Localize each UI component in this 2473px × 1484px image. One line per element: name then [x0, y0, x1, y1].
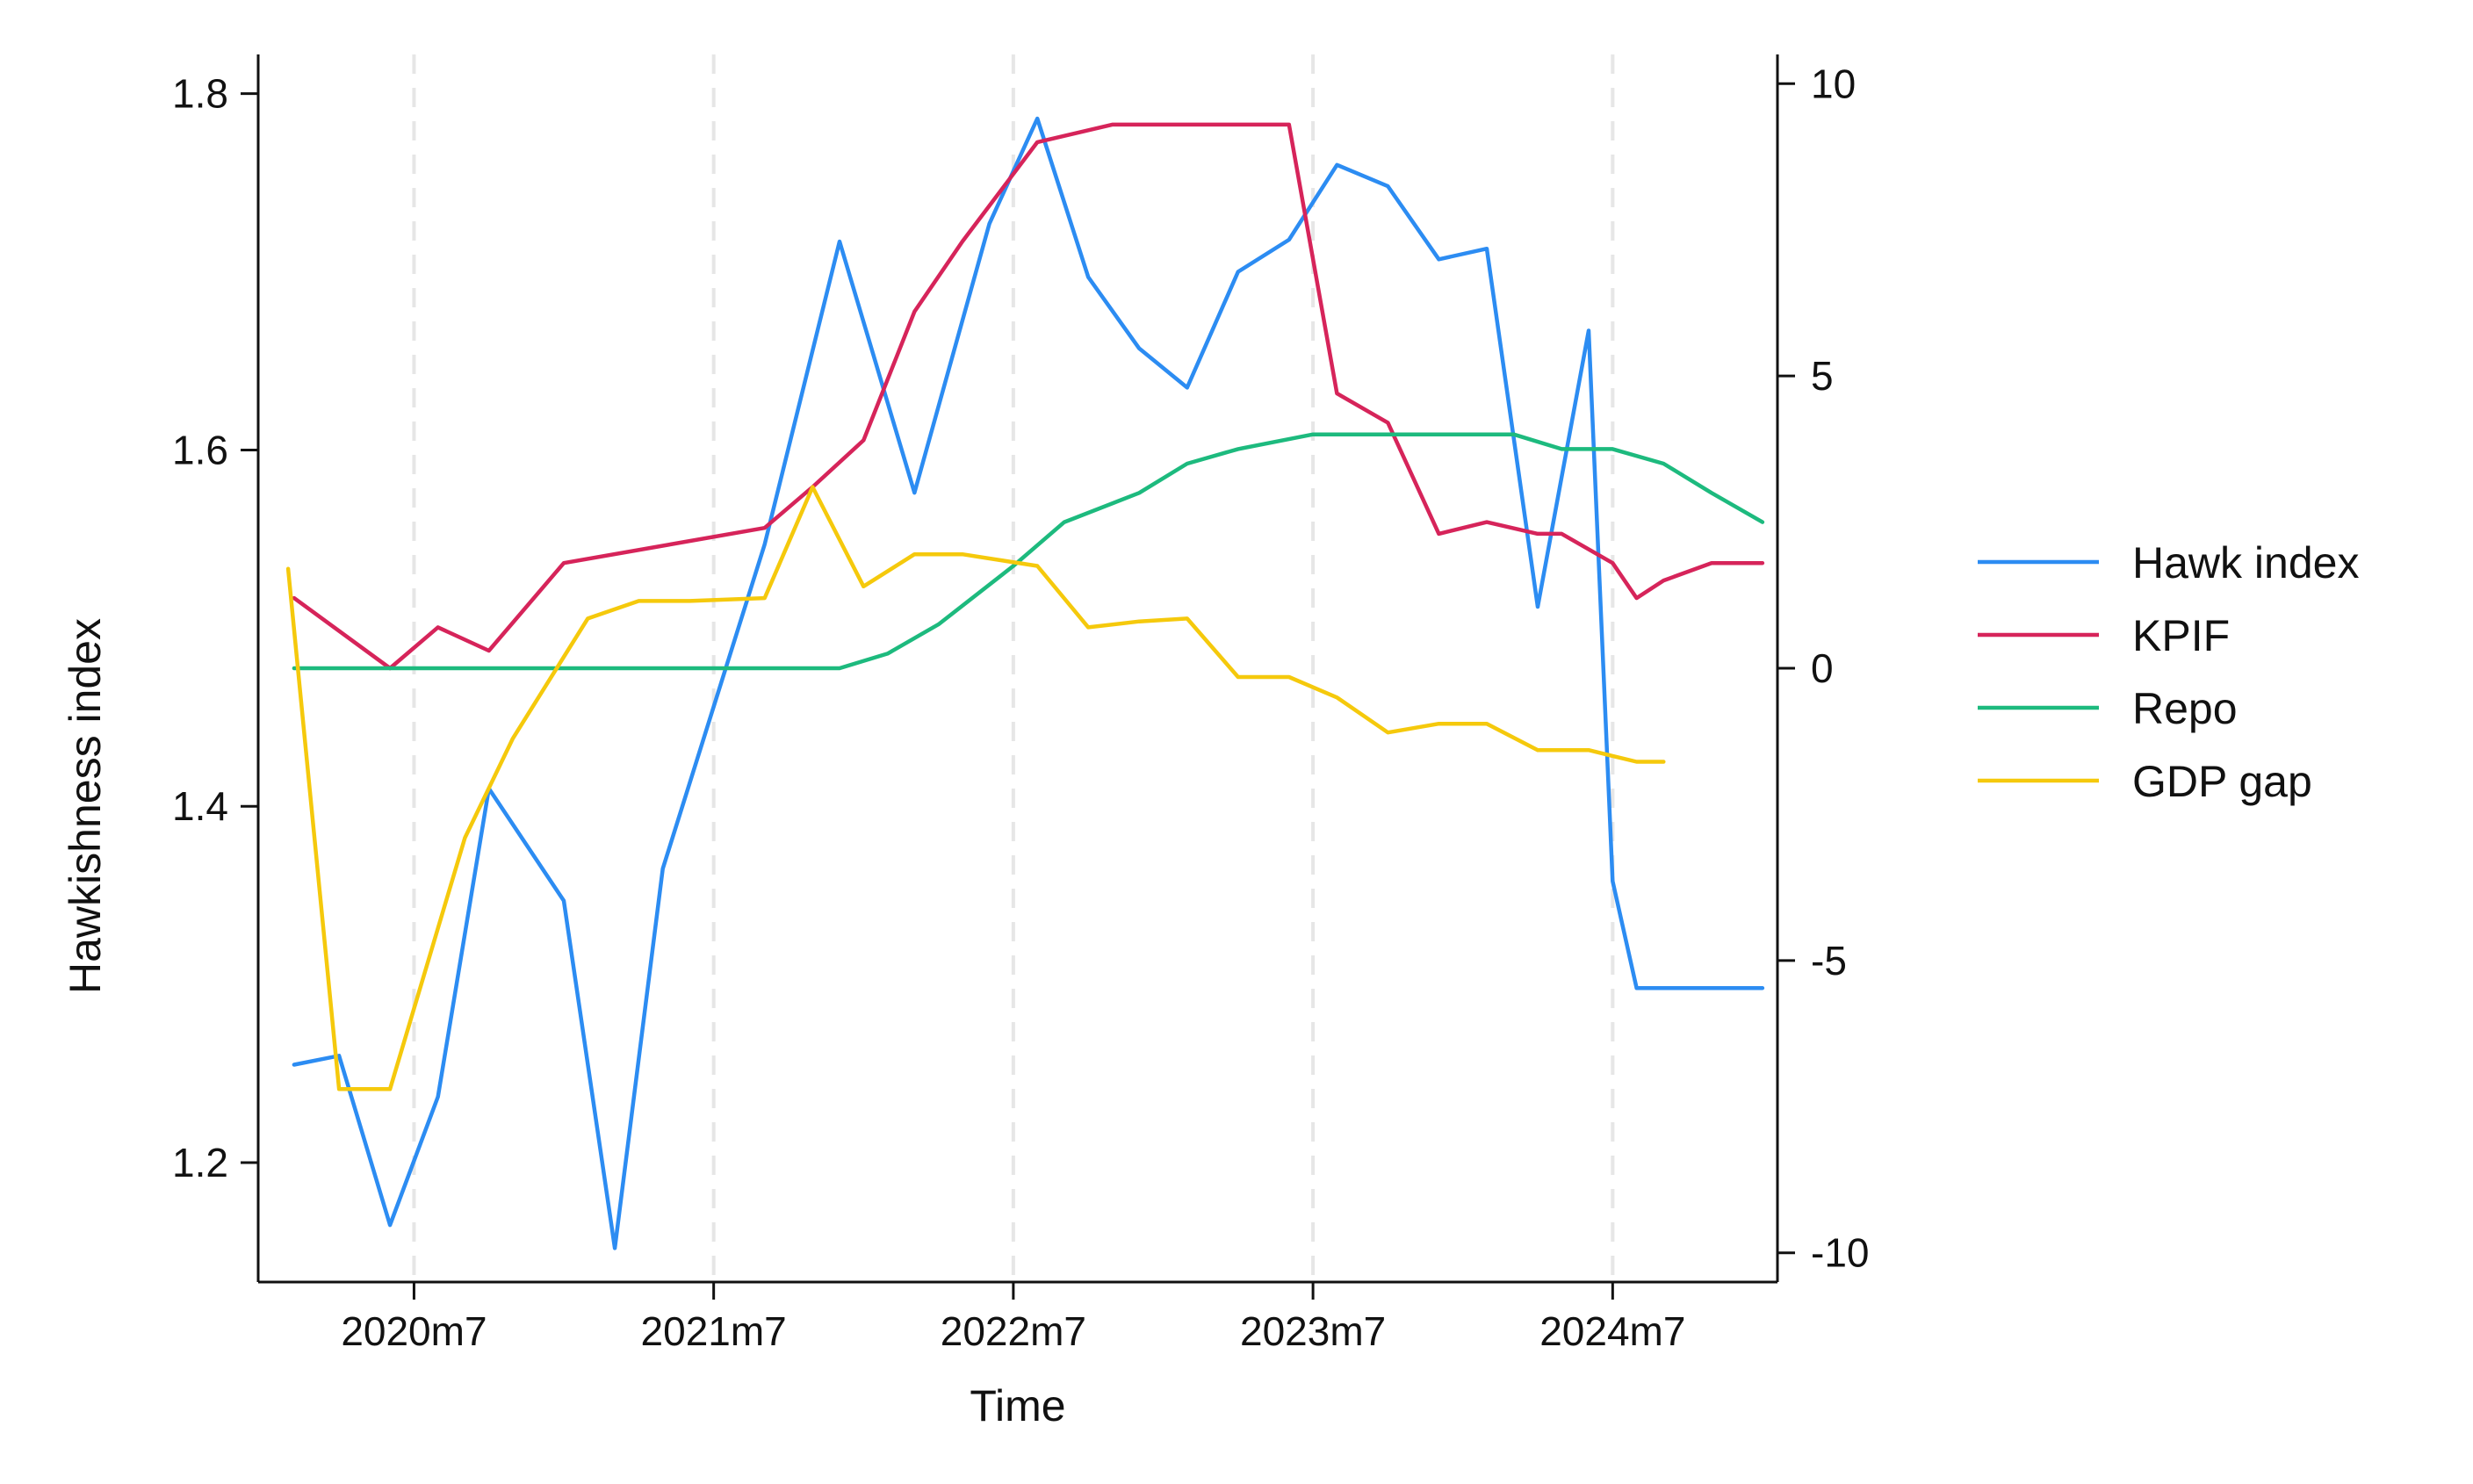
- x-axis-ticks: 2020m7 2021m7 2022m7 2023m7 2024m7: [341, 1282, 1685, 1354]
- left-y-tick-label: 1.4: [172, 783, 228, 829]
- left-y-tick-label: 1.8: [172, 71, 228, 117]
- legend: Hawk index KPIF Repo GDP gap: [1978, 538, 2359, 806]
- left-y-axis-title: Hawkishness index: [61, 618, 110, 994]
- x-tick-label: 2022m7: [941, 1308, 1086, 1354]
- series-layer: [285, 116, 1765, 1250]
- series-line-repo: [292, 432, 1765, 671]
- right-y-tick-label: -5: [1811, 938, 1847, 983]
- legend-label-kpif: KPIF: [2132, 611, 2230, 660]
- right-y-tick-label: 5: [1811, 353, 1834, 399]
- legend-label-repo: Repo: [2132, 684, 2238, 733]
- x-tick-label: 2024m7: [1539, 1308, 1685, 1354]
- series-line-kpif: [292, 122, 1765, 671]
- right-y-axis-ticks: 10 5 0 -5 -10: [1777, 61, 1869, 1276]
- left-y-tick-label: 1.6: [172, 427, 228, 472]
- right-y-tick-label: 10: [1811, 61, 1856, 106]
- x-tick-label: 2020m7: [341, 1308, 487, 1354]
- x-tick-label: 2021m7: [641, 1308, 787, 1354]
- right-y-tick-label: -10: [1811, 1230, 1869, 1276]
- legend-label-gdp-gap: GDP gap: [2132, 757, 2312, 806]
- left-y-axis-ticks: 1.2 1.4 1.6 1.8: [172, 71, 258, 1185]
- left-y-tick-label: 1.2: [172, 1140, 228, 1185]
- right-y-tick-label: 0: [1811, 645, 1834, 691]
- series-line-hawk-index: [292, 116, 1765, 1250]
- x-tick-label: 2023m7: [1240, 1308, 1386, 1354]
- x-axis-title: Time: [970, 1381, 1065, 1430]
- legend-label-hawk-index: Hawk index: [2132, 538, 2359, 587]
- series-line-gdp-gap: [285, 485, 1666, 1091]
